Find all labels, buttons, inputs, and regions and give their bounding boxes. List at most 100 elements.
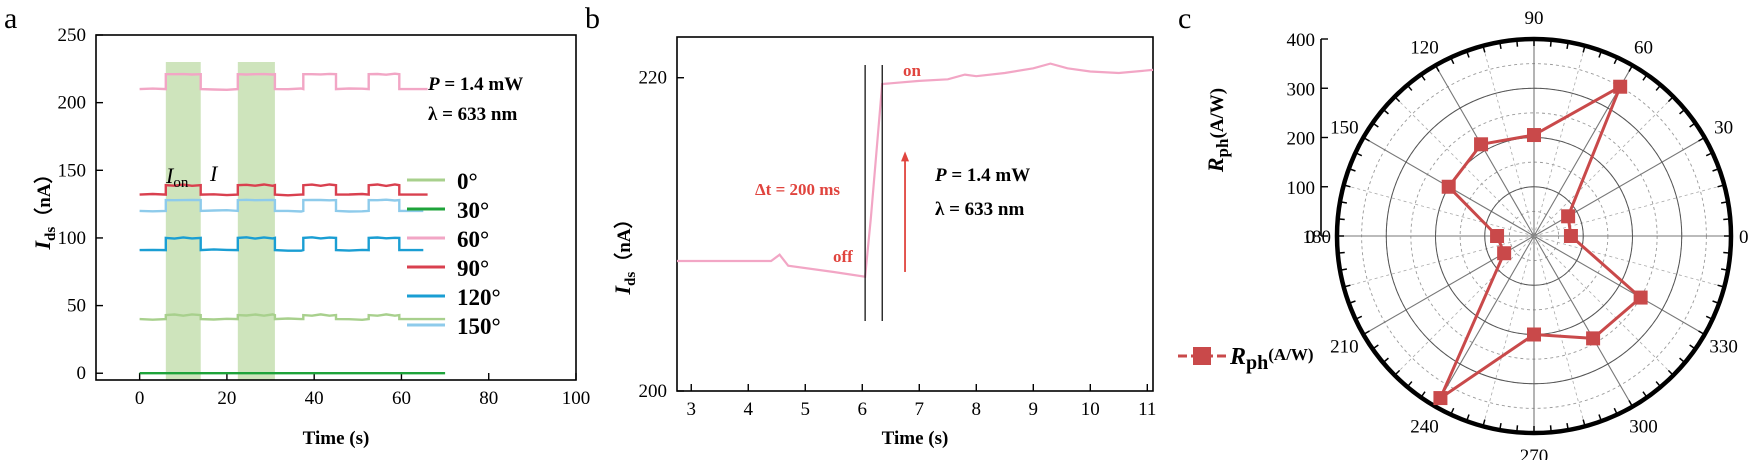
rph-point-90 xyxy=(1527,128,1541,143)
angle-minor-tick-60 xyxy=(1628,65,1634,72)
panel-a-chart: 0 20 40 60 80 100 0 50 100 150 200 250 0° 30° 60° 90° 1… xyxy=(30,25,590,449)
x-tick-label-2: 40 xyxy=(305,388,324,409)
angle-minor-tick-300 xyxy=(1628,400,1634,407)
legend-entry-0: 0° xyxy=(457,169,478,194)
angle-minor-tick-115 xyxy=(1450,57,1455,65)
angle-minor-tick-250 xyxy=(1465,414,1470,422)
angle-label-60: 60 xyxy=(1634,37,1653,58)
panel-b-series xyxy=(677,62,1154,321)
angle-label-30: 30 xyxy=(1714,118,1733,139)
panel-a-wavelength-annotation: λ = 633 nm xyxy=(428,104,517,125)
panel-letter-c: c xyxy=(1178,2,1191,35)
angle-minor-tick-260 xyxy=(1499,422,1502,431)
polar-angle-labels: 0 30 60 90 120 150 180 210 240 270 300 330 xyxy=(1303,8,1748,460)
angle-minor-tick-175 xyxy=(1337,218,1345,221)
panel-letter-a: a xyxy=(4,2,17,35)
angle-label-0: 0 xyxy=(1739,227,1748,248)
angle-minor-tick-55 xyxy=(1642,74,1648,81)
legend-entry-rph: Rph(A/W) xyxy=(1229,344,1314,374)
x-tick-label-1: 20 xyxy=(217,388,236,409)
panel-b-on-label: on xyxy=(903,61,922,80)
angle-label-180: 180 xyxy=(1303,227,1332,248)
x-tick-label-0: 3 xyxy=(687,399,697,420)
angle-minor-tick-160 xyxy=(1348,167,1356,172)
angle-label-120: 120 xyxy=(1410,37,1439,58)
angle-minor-tick-100 xyxy=(1499,41,1502,50)
panel-a-ioff-label: I xyxy=(209,161,219,186)
series-line xyxy=(677,62,1154,278)
x-tick-label-4: 7 xyxy=(915,399,925,420)
angle-minor-tick-165 xyxy=(1343,184,1351,188)
y-tick-label-5: 250 xyxy=(58,25,87,46)
panel-b-chart: 3 4 5 6 7 8 9 10 11 200 220 Time (s) Ids（nA） on of… xyxy=(610,36,1156,449)
angle-minor-tick-330 xyxy=(1698,330,1705,336)
panel-b-off-label: off xyxy=(833,247,853,266)
x-tick-label-0: 0 xyxy=(135,388,145,409)
angle-minor-tick-290 xyxy=(1598,414,1603,422)
angle-minor-tick-40 xyxy=(1679,108,1686,115)
series-line-0 xyxy=(139,313,446,322)
angle-minor-tick-145 xyxy=(1372,122,1379,128)
rph-point-300 xyxy=(1586,331,1601,346)
panel-a-power-annotation: P = 1.4 mW xyxy=(427,74,523,95)
angle-minor-tick-305 xyxy=(1642,391,1648,398)
angle-minor-tick-65 xyxy=(1613,57,1618,65)
series-line-4 xyxy=(139,236,424,252)
angle-minor-tick-225 xyxy=(1394,369,1401,376)
panel-a-plot-frame xyxy=(95,34,577,381)
panel-b-wavelength-annotation: λ = 633 nm xyxy=(935,199,1024,220)
angle-minor-tick-20 xyxy=(1712,167,1720,172)
angle-minor-tick-5 xyxy=(1723,218,1731,221)
angle-minor-tick-155 xyxy=(1355,152,1363,157)
angle-minor-tick-150 xyxy=(1363,136,1370,142)
angle-minor-tick-235 xyxy=(1420,391,1426,398)
x-tick-label-8: 11 xyxy=(1138,399,1156,420)
angle-minor-tick-185 xyxy=(1337,251,1345,254)
grid-major-ring-100 xyxy=(1484,186,1584,286)
angle-minor-tick-25 xyxy=(1705,152,1713,157)
angle-minor-tick-325 xyxy=(1689,344,1696,350)
angle-minor-tick-120 xyxy=(1434,65,1440,72)
angle-minor-tick-135 xyxy=(1394,96,1401,103)
angle-minor-tick-345 xyxy=(1717,284,1725,288)
r-tick-label-1: 100 xyxy=(1287,178,1316,199)
y-tick-label-1: 220 xyxy=(639,68,668,89)
angle-minor-tick-70 xyxy=(1598,50,1603,58)
angle-label-90: 90 xyxy=(1525,8,1544,29)
panel-b-x-axis-label: Time (s) xyxy=(882,428,949,449)
angle-minor-tick-320 xyxy=(1679,357,1686,364)
panel-c-radial-axis-label: Rph(A/W) xyxy=(1203,88,1232,173)
angle-minor-tick-340 xyxy=(1712,300,1720,305)
panel-a-ticks: 0 20 40 60 80 100 0 50 100 150 200 250 xyxy=(58,25,591,409)
legend-entry-5: 150° xyxy=(457,314,501,339)
angle-minor-tick-230 xyxy=(1406,381,1413,388)
angle-minor-tick-285 xyxy=(1582,419,1586,427)
grid-major-ring-300 xyxy=(1385,87,1683,385)
x-tick-label-6: 9 xyxy=(1029,399,1039,420)
angle-minor-tick-105 xyxy=(1482,45,1486,53)
polar-grid xyxy=(1334,36,1734,436)
rph-point-60 xyxy=(1613,79,1628,94)
panel-b-power-annotation: P = 1.4 mW xyxy=(934,165,1030,186)
legend-marker xyxy=(1193,347,1211,365)
panel-a-x-axis-label: Time (s) xyxy=(303,428,370,449)
angle-minor-tick-85 xyxy=(1549,39,1552,47)
angle-minor-tick-275 xyxy=(1549,425,1552,433)
r-tick-label-2: 200 xyxy=(1287,129,1316,150)
angle-minor-tick-295 xyxy=(1613,407,1618,415)
panel-a-legend: 0° 30° 60° 90° 120° 150° xyxy=(407,169,501,339)
panel-a-series xyxy=(139,72,446,375)
angle-minor-tick-125 xyxy=(1420,74,1426,81)
angle-label-150: 150 xyxy=(1330,118,1359,139)
angle-minor-tick-15 xyxy=(1717,184,1725,188)
angle-minor-tick-10 xyxy=(1720,201,1729,204)
angle-label-240: 240 xyxy=(1410,417,1439,438)
rph-point-0 xyxy=(1563,229,1578,243)
r-tick-label-3: 300 xyxy=(1287,79,1316,100)
angle-minor-tick-265 xyxy=(1516,425,1519,433)
angle-minor-tick-245 xyxy=(1450,407,1455,415)
angle-minor-tick-110 xyxy=(1465,50,1470,58)
angle-minor-tick-310 xyxy=(1655,381,1662,388)
angle-minor-tick-45 xyxy=(1667,96,1674,103)
rph-point-180 xyxy=(1490,229,1505,243)
